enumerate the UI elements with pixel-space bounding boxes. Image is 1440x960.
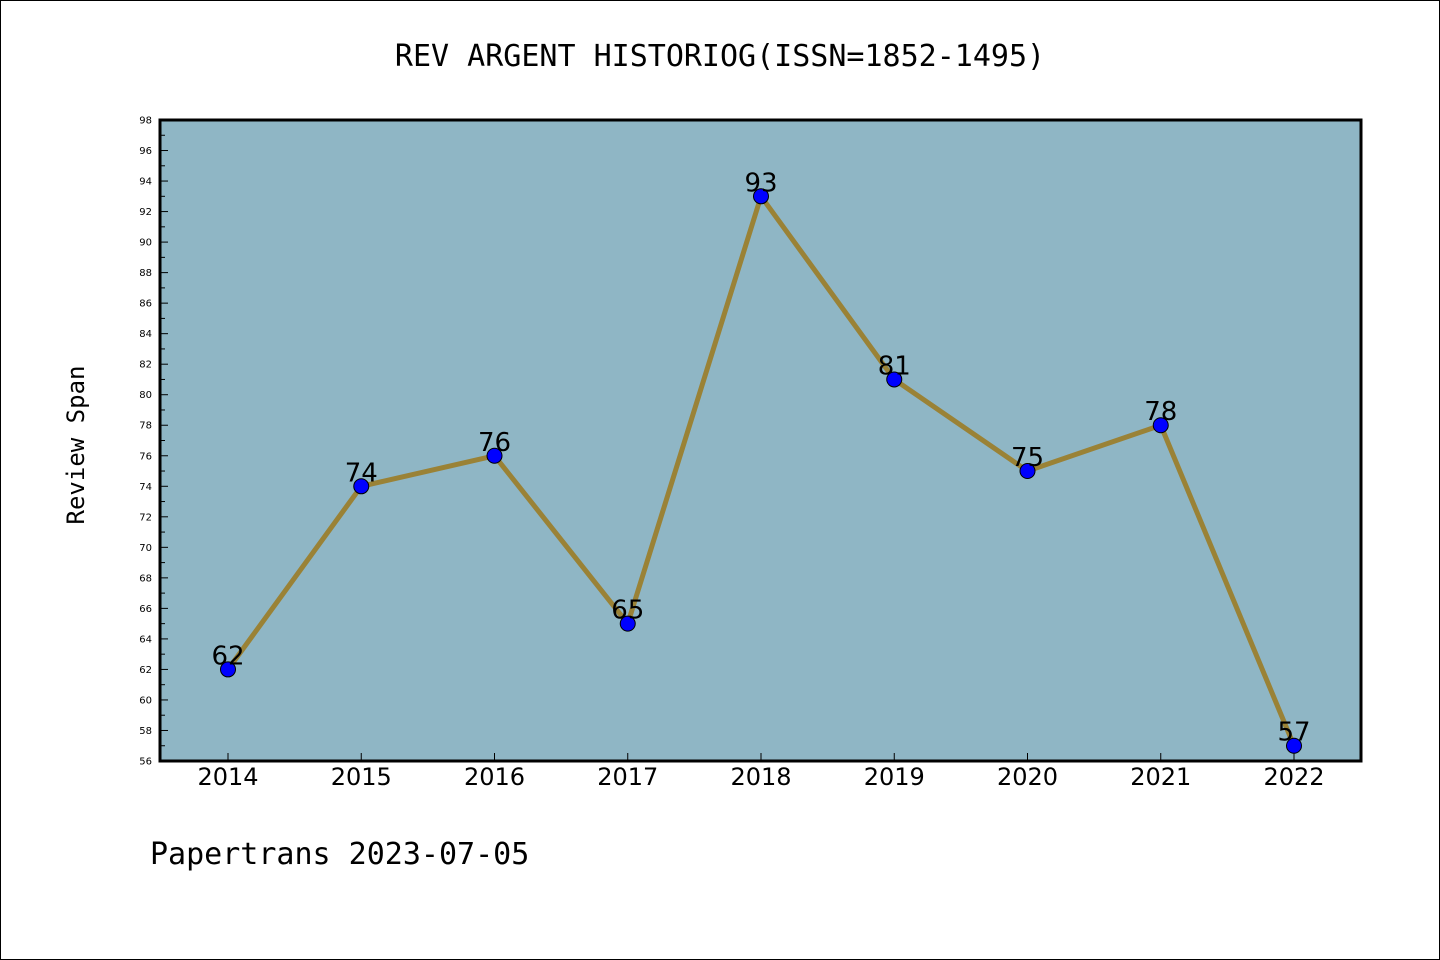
- data-point: [1286, 737, 1302, 754]
- y-tick-label: 68: [139, 573, 152, 584]
- x-tick-label: 2022: [1263, 763, 1324, 791]
- x-tick-label: 2015: [331, 763, 392, 791]
- data-point: [753, 188, 769, 205]
- y-tick-label: 98: [139, 116, 152, 127]
- y-tick-label: 84: [139, 329, 152, 340]
- y-tick-label: 56: [139, 757, 152, 768]
- data-points: [220, 188, 1302, 754]
- y-tick-label: 72: [139, 512, 152, 523]
- y-tick-label: 70: [139, 543, 152, 554]
- y-tick-label: 64: [139, 634, 152, 645]
- y-tick-label: 80: [139, 390, 152, 401]
- y-tick-label: 60: [139, 695, 152, 706]
- data-label: 81: [878, 351, 911, 381]
- y-tick-label: 92: [139, 207, 152, 218]
- plot-area: [158, 118, 1363, 763]
- y-tick-label: 96: [139, 146, 152, 157]
- footer-text: Papertrans 2023-07-05: [150, 837, 529, 872]
- y-tick-label: 88: [139, 268, 152, 279]
- data-label: 65: [611, 596, 644, 626]
- data-label: 78: [1144, 397, 1177, 427]
- data-label: 62: [211, 641, 244, 671]
- y-tick-label: 62: [139, 665, 152, 676]
- y-tick-label: 74: [139, 482, 152, 493]
- y-tick-label: 66: [139, 604, 152, 615]
- data-label: 76: [478, 428, 511, 458]
- data-point: [220, 661, 236, 678]
- data-point: [486, 447, 503, 464]
- x-tick-label: 2017: [597, 763, 658, 791]
- data-label: 74: [345, 458, 378, 488]
- data-point: [619, 615, 636, 632]
- data-labels: 62 74 76 65 93 81 75 78 57: [211, 168, 1310, 747]
- y-tick-label: 86: [139, 299, 152, 310]
- y-tick-label: 90: [139, 238, 152, 249]
- y-tick-label: 58: [139, 726, 152, 737]
- y-tick-label: 82: [139, 360, 152, 371]
- x-tick-label: 2016: [464, 763, 525, 791]
- y-tick-label: 94: [139, 177, 152, 188]
- x-tick-label: 2021: [1130, 763, 1191, 791]
- chart-title: REV ARGENT HISTORIOG(ISSN=1852-1495): [395, 39, 1045, 74]
- data-label: 57: [1277, 718, 1310, 748]
- y-tick-label: 76: [139, 451, 152, 462]
- x-tick-label: 2019: [864, 763, 925, 791]
- data-point: [353, 478, 370, 495]
- y-axis-label: Review Span: [62, 366, 90, 525]
- data-point: [1152, 417, 1169, 434]
- data-point: [886, 371, 903, 388]
- data-label: 93: [744, 168, 777, 198]
- x-tick-label: 2018: [730, 763, 791, 791]
- data-point: [1019, 463, 1036, 480]
- y-tick-label: 78: [139, 421, 152, 432]
- x-tick-label: 2014: [197, 763, 258, 791]
- x-tick-label: 2020: [997, 763, 1058, 791]
- x-axis: 2014 2015 2016 2017 2018 2019 2020 2021 2022: [197, 753, 1325, 791]
- y-axis: 56 58 60 62 64 66 68 70 72 74 76 78 80 82 84 86 88 90 92 94…: [139, 116, 168, 768]
- data-label: 75: [1011, 443, 1044, 473]
